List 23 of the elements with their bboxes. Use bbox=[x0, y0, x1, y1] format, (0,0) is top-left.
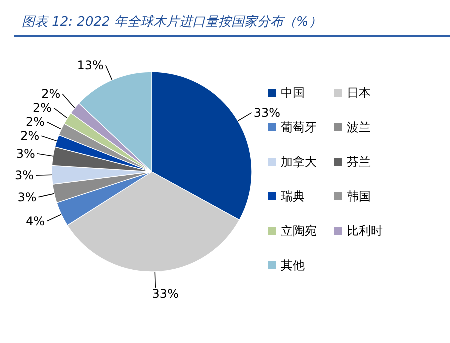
data-label: 3% bbox=[18, 190, 37, 204]
data-label: 4% bbox=[26, 214, 46, 228]
data-label: 13% bbox=[77, 58, 104, 73]
data-label: 2% bbox=[42, 87, 61, 102]
legend-label: 葡萄牙 bbox=[281, 120, 317, 134]
data-label: 33% bbox=[254, 106, 281, 120]
legend-label: 其他 bbox=[281, 258, 305, 272]
chart-title: 图表 12: 2022 年全球木片进口量按国家分布（%） bbox=[22, 14, 322, 30]
legend-label: 韩国 bbox=[347, 190, 371, 204]
data-label: 33% bbox=[152, 286, 179, 301]
legend-label: 日本 bbox=[347, 86, 371, 100]
legend-label: 立陶宛 bbox=[281, 224, 317, 238]
data-label: 3% bbox=[15, 168, 34, 183]
data-label: 3% bbox=[16, 146, 36, 161]
data-label: 2% bbox=[20, 129, 40, 144]
legend-label: 瑞典 bbox=[281, 190, 305, 204]
legend-label: 波兰 bbox=[347, 120, 371, 134]
data-label: 2% bbox=[33, 101, 52, 116]
legend-label: 中国 bbox=[281, 86, 305, 100]
data-label: 2% bbox=[26, 115, 46, 130]
legend-label: 加拿大 bbox=[281, 155, 317, 169]
legend-label: 芬兰 bbox=[347, 155, 371, 169]
legend-label: 比利时 bbox=[347, 224, 383, 238]
